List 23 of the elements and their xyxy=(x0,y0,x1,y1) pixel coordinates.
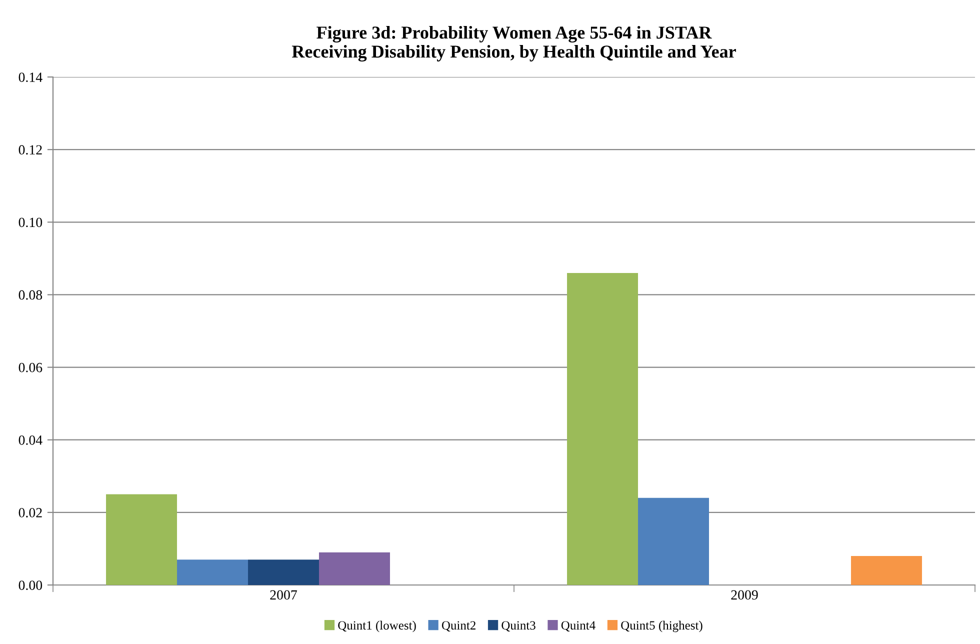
bar xyxy=(850,556,922,585)
y-tick-label: 0.04 xyxy=(18,435,42,445)
legend-label: Quint5 (highest) xyxy=(621,620,702,632)
bar xyxy=(106,494,178,585)
legend-label: Quint4 xyxy=(561,621,596,632)
bar xyxy=(638,498,710,585)
y-tick-label: 0.08 xyxy=(18,290,42,300)
y-tick-label: 0.02 xyxy=(18,508,42,518)
legend-label: Quint2 xyxy=(442,621,476,632)
y-tick-label: 0.00 xyxy=(18,580,42,590)
y-tick-label: 0.12 xyxy=(18,145,42,155)
y-tick-label: 0.06 xyxy=(18,362,42,372)
y-tick-label: 0.14 xyxy=(18,72,42,82)
bar xyxy=(177,560,248,585)
bar xyxy=(567,272,638,585)
legend-label: Quint3 xyxy=(502,621,536,632)
x-tick-label: 2009 xyxy=(731,590,758,600)
y-tick-label: 0.10 xyxy=(18,218,42,228)
bar xyxy=(318,552,390,585)
x-tick-label: 2007 xyxy=(270,590,297,600)
chart-title: Figure 3d: Probability Women Age 55-64 in JSTAR Receiving Disability Pension, by Health Quintile and Year xyxy=(292,26,736,62)
bar xyxy=(248,560,319,585)
legend-label: Quint1 (lowest) xyxy=(338,620,416,632)
